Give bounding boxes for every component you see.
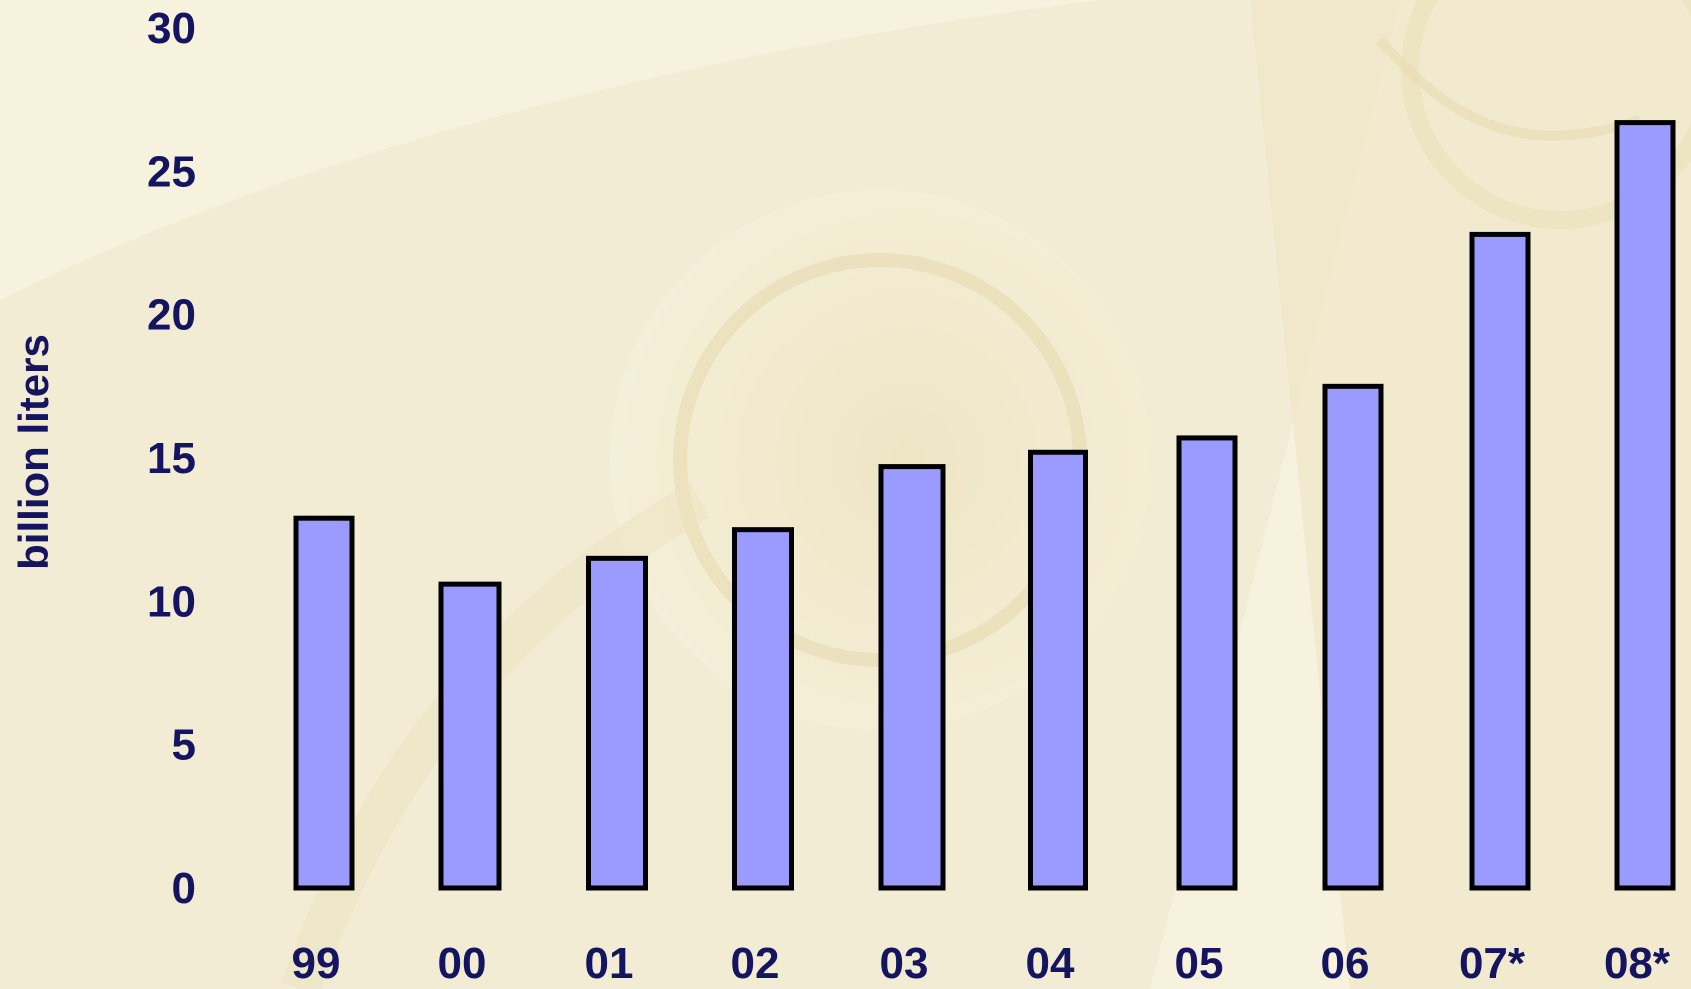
x-tick-label: 02: [731, 939, 780, 988]
x-tick-label: 04: [1026, 939, 1075, 988]
y-axis-ticks: 0 5 10 15 20 25 30: [147, 4, 196, 913]
bar-08-est: [1614, 120, 1676, 891]
x-tick-label: 03: [880, 939, 929, 988]
bar-02: [732, 527, 794, 891]
bars: [293, 120, 1676, 891]
bar-00: [438, 581, 502, 891]
y-tick-label: 10: [147, 577, 196, 626]
y-tick-label: 20: [147, 291, 196, 340]
bar-01: [586, 555, 648, 891]
bar-03: [878, 464, 946, 891]
bar-04: [1028, 449, 1088, 891]
x-tick-label: 00: [438, 939, 487, 988]
bar-07-est: [1469, 231, 1531, 891]
y-axis-label: billion liters: [10, 334, 57, 570]
y-tick-label: 0: [172, 864, 196, 913]
y-tick-label: 5: [172, 721, 196, 770]
x-tick-label: 06: [1321, 939, 1370, 988]
x-tick-label: 05: [1175, 939, 1224, 988]
x-tick-label: 08*: [1604, 939, 1671, 988]
x-tick-label: 01: [585, 939, 634, 988]
bar-06: [1322, 383, 1384, 891]
bar-05: [1176, 435, 1238, 891]
y-tick-label: 15: [147, 434, 196, 483]
x-tick-label: 99: [292, 939, 341, 988]
y-tick-label: 30: [147, 4, 196, 53]
bar-99: [293, 515, 355, 891]
y-tick-label: 25: [147, 147, 196, 196]
x-tick-label: 07*: [1459, 939, 1526, 988]
x-axis-ticks: 99 00 01 02 03 04 05 06 07* 08*: [292, 939, 1671, 988]
